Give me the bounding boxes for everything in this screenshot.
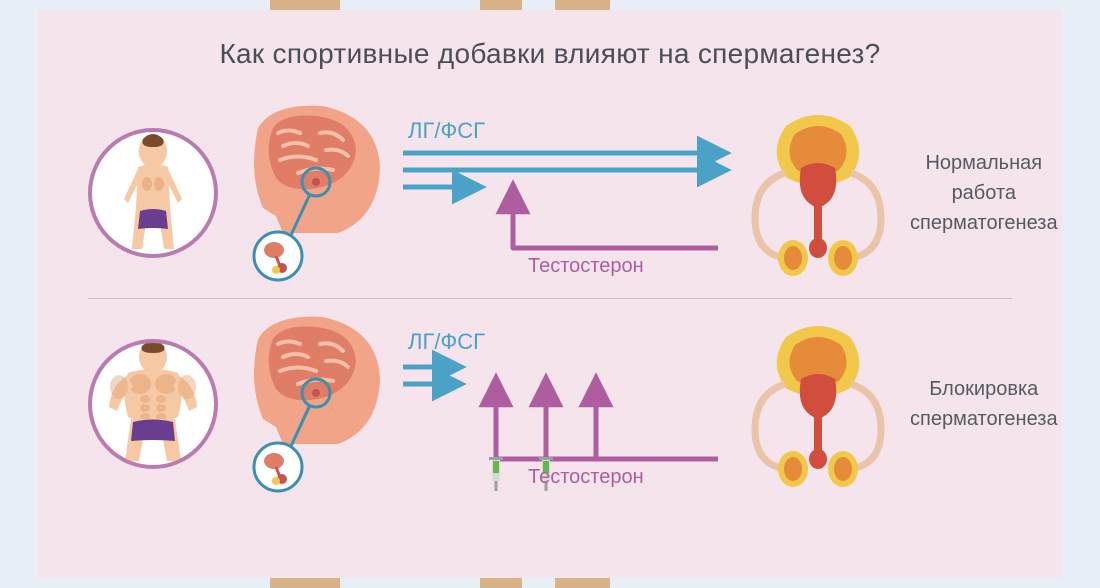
row-label-line: сперматогенеза <box>910 212 1058 234</box>
row-label-line: работа <box>952 182 1016 204</box>
person-cell <box>78 128 228 258</box>
arrow-cell-normal: ЛГ/ФСГ Тестостерон <box>398 98 738 288</box>
person-cell <box>78 339 228 469</box>
row-label-line: Блокировка <box>929 378 1038 400</box>
row-blocked: ЛГ/ФСГ <box>78 299 1022 509</box>
reproductive-system-icon <box>741 108 896 278</box>
repro-cell <box>738 314 898 494</box>
arrow-cell-blocked: ЛГ/ФСГ <box>398 309 738 499</box>
row-normal: ЛГ/ФСГ Тестостерон <box>78 88 1022 298</box>
head-brain-icon <box>228 98 398 288</box>
repro-cell <box>738 103 898 283</box>
person-muscular-icon <box>93 339 213 465</box>
head-cell <box>228 309 398 499</box>
row-label-blocked: Блокировка сперматогенеза <box>898 374 1058 434</box>
title: Как спортивные добавки влияют на спермаг… <box>78 38 1022 70</box>
head-cell <box>228 98 398 288</box>
head-brain-icon <box>228 309 398 499</box>
person-circle <box>88 128 218 258</box>
person-circle <box>88 339 218 469</box>
rows-container: ЛГ/ФСГ Тестостерон <box>78 88 1022 509</box>
person-slim-icon <box>98 129 208 254</box>
lhfsh-label: ЛГ/ФСГ <box>408 118 485 144</box>
row-label-normal: Нормальная работа сперматогенеза <box>898 148 1058 238</box>
testosterone-label: Тестостерон <box>528 466 644 489</box>
infographic-panel: Как спортивные добавки влияют на спермаг… <box>38 10 1062 578</box>
lhfsh-label: ЛГ/ФСГ <box>408 329 485 355</box>
testosterone-label: Тестостерон <box>528 255 644 278</box>
row-label-line: сперматогенеза <box>910 408 1058 430</box>
row-label-line: Нормальная <box>925 152 1042 174</box>
reproductive-system-icon <box>741 319 896 489</box>
syringe-icon <box>489 457 503 491</box>
